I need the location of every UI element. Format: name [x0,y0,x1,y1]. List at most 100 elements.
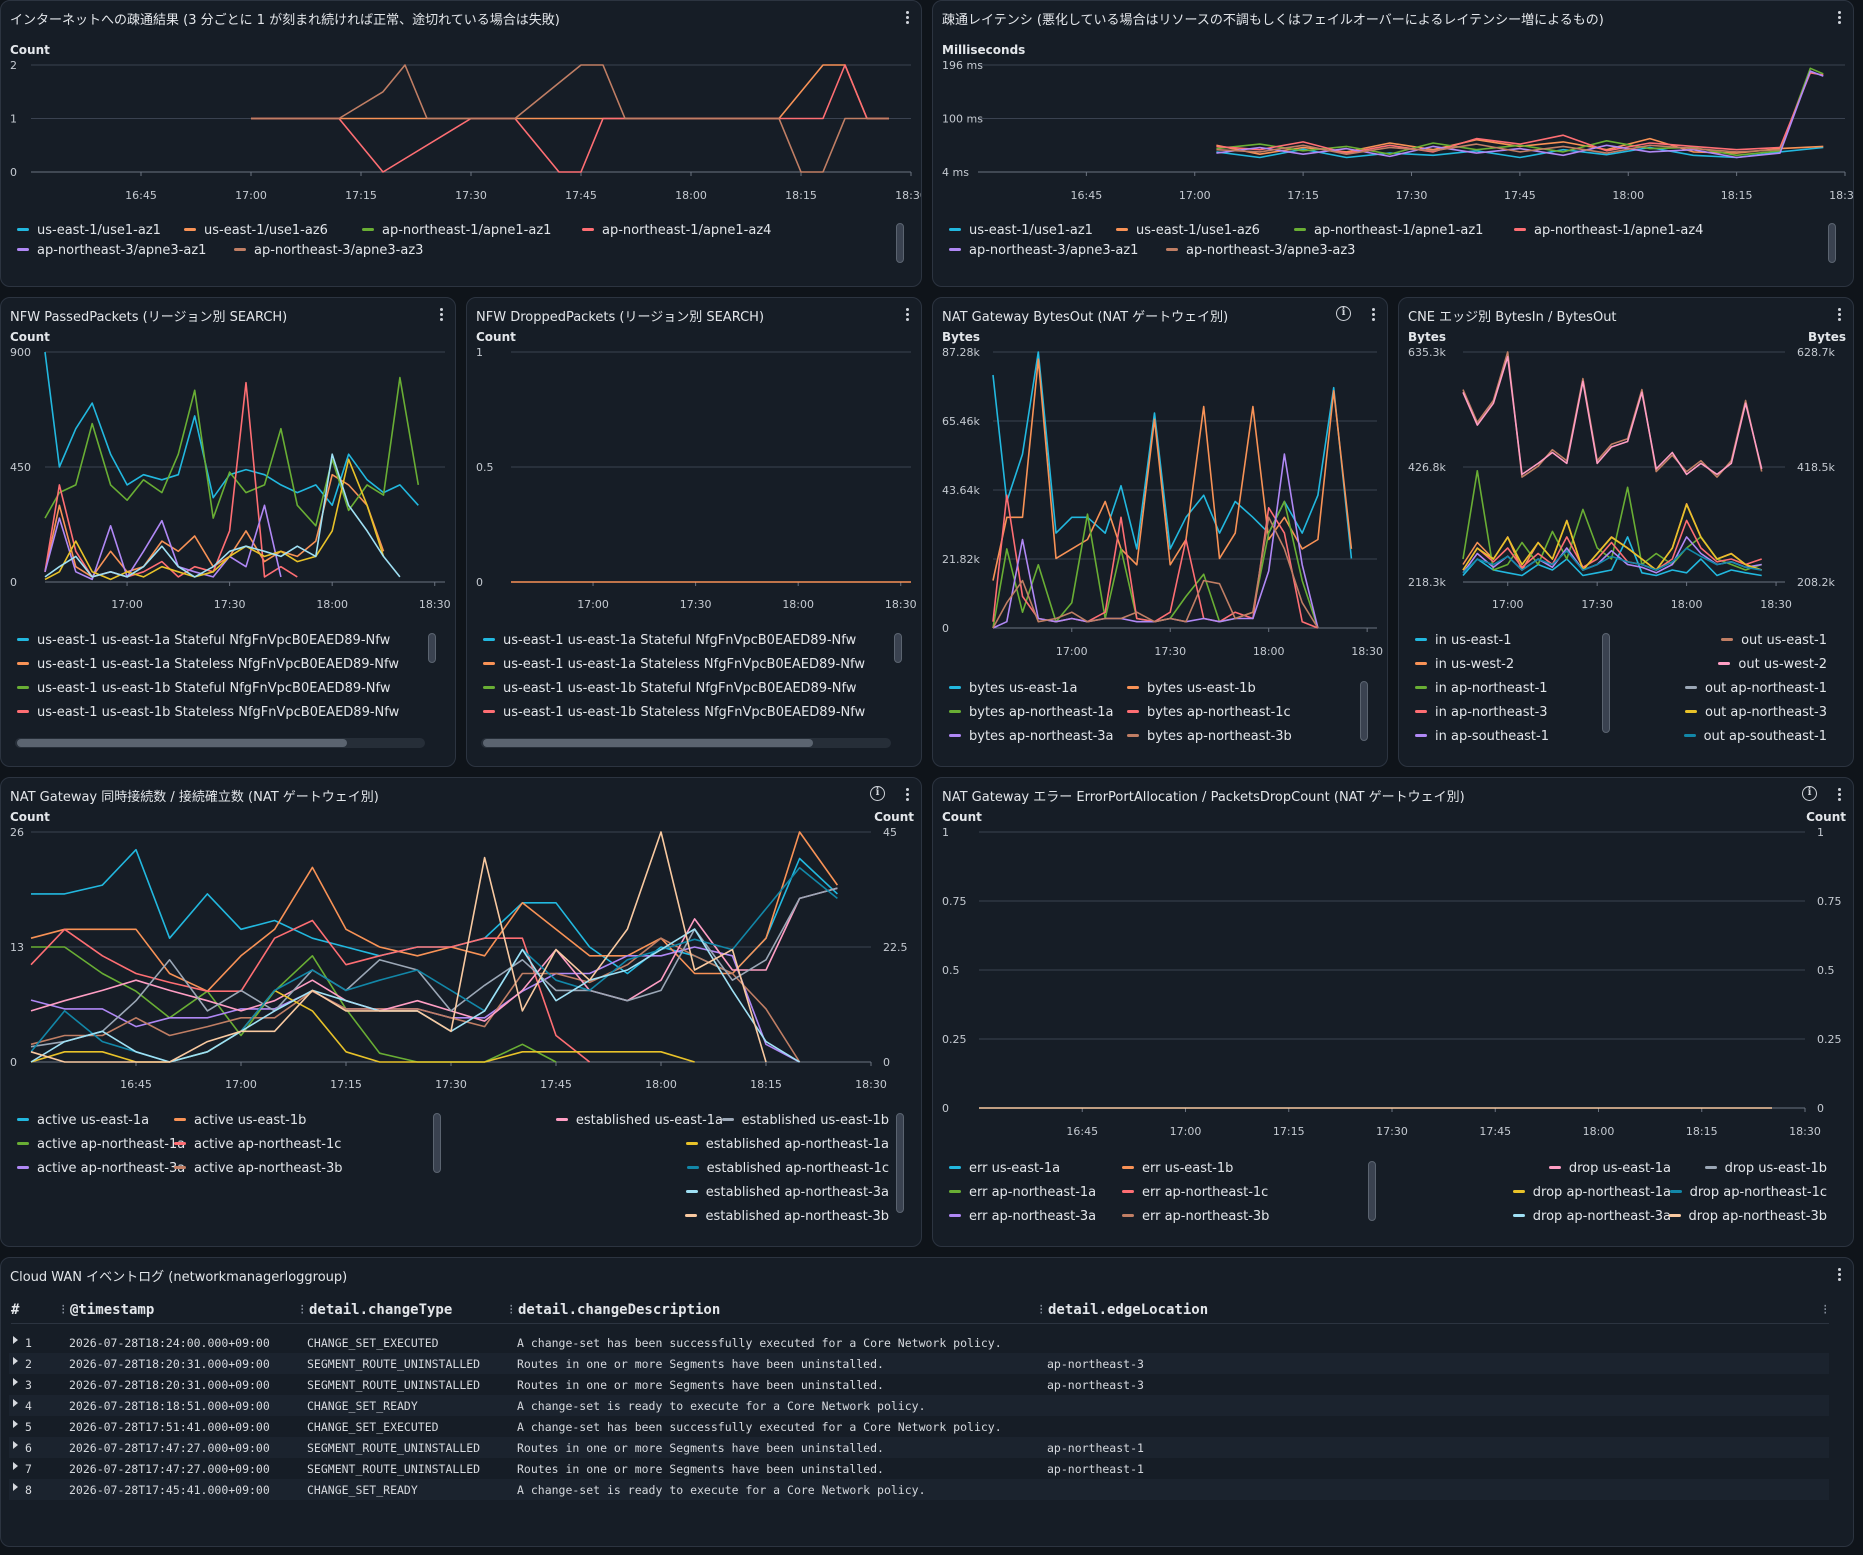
legend-item[interactable]: established ap-northeast-3a [685,1185,889,1200]
legend-item[interactable]: us-east-1 us-east-1a Stateful NfgFnVpcB0… [17,633,390,648]
legend-item[interactable]: established us-east-1a [555,1113,723,1128]
info-icon[interactable]: i [1336,306,1351,321]
table-row[interactable]: 6 2026-07-28T17:47:27.000+09:00 SEGMENT_RO… [9,1437,1829,1458]
widget-menu-button[interactable] [1365,306,1381,324]
legend-scrollbar[interactable] [428,633,436,663]
legend-item[interactable]: bytes ap-northeast-1c [1127,705,1291,720]
widget-menu-button[interactable] [1831,9,1847,27]
legend-item[interactable]: ap-northeast-3/apne3-az1 [949,243,1138,258]
legend-item[interactable]: in us-east-1 [1415,633,1511,648]
legend-item[interactable]: bytes us-east-1b [1127,681,1256,696]
legend-item[interactable]: bytes ap-northeast-1a [949,705,1114,720]
legend-item[interactable]: drop ap-northeast-3b [1668,1209,1827,1224]
legend-item[interactable]: us-east-1 us-east-1b Stateless NfgFnVpcB… [17,705,399,720]
expand-row-icon[interactable] [13,1483,18,1491]
table-row[interactable]: 4 2026-07-28T18:18:51.000+09:00 CHANGE_SET… [9,1395,1829,1416]
column-resize-handle[interactable]: ⁝ [1823,1302,1828,1318]
widget-menu-button[interactable] [1831,1266,1847,1284]
legend-scrollbar[interactable] [896,223,904,263]
legend-item[interactable]: us-east-1 us-east-1b Stateful NfgFnVpcB0… [17,681,391,696]
legend-item[interactable]: established ap-northeast-1a [685,1137,889,1152]
legend-item[interactable]: err ap-northeast-3b [1122,1209,1269,1224]
legend-item[interactable]: out ap-northeast-1 [1684,681,1827,696]
legend-item-partial[interactable] [483,729,503,733]
legend-item[interactable]: bytes ap-northeast-3a [949,729,1114,744]
legend-scrollbar-left[interactable] [433,1113,441,1173]
legend-item[interactable]: bytes us-east-1a [949,681,1077,696]
legend-item[interactable]: ap-northeast-3/apne3-az1 [17,243,206,258]
legend-item[interactable]: out us-east-1 [1721,633,1827,648]
legend-item[interactable]: us-east-1/use1-az6 [1116,223,1260,238]
table-row[interactable]: 1 2026-07-28T18:24:00.000+09:00 CHANGE_SET… [9,1332,1829,1353]
expand-row-icon[interactable] [13,1336,18,1344]
table-row[interactable]: 7 2026-07-28T17:47:27.000+09:00 SEGMENT_RO… [9,1458,1829,1479]
legend-scrollbar[interactable] [1602,633,1610,733]
table-row[interactable]: 3 2026-07-28T18:20:31.000+09:00 SEGMENT_RO… [9,1374,1829,1395]
legend-item[interactable]: ap-northeast-3/apne3-az3 [234,243,423,258]
legend-item[interactable]: out us-west-2 [1718,657,1827,672]
expand-row-icon[interactable] [13,1462,18,1470]
legend-item[interactable]: in ap-northeast-1 [1415,681,1548,696]
legend-item[interactable]: err ap-northeast-1c [1122,1185,1268,1200]
legend-item[interactable]: drop ap-northeast-3a [1512,1209,1671,1224]
expand-row-icon[interactable] [13,1420,18,1428]
legend-item[interactable]: us-east-1/use1-az6 [184,223,328,238]
column-header-edgelocation[interactable]: detail.edgeLocation [1048,1302,1209,1318]
legend-item[interactable]: active us-east-1a [17,1113,149,1128]
column-resize-handle[interactable]: ⁝ [1039,1302,1044,1318]
widget-menu-button[interactable] [899,306,915,324]
table-row[interactable]: 5 2026-07-28T17:51:41.000+09:00 CHANGE_SET… [9,1416,1829,1437]
expand-row-icon[interactable] [13,1441,18,1449]
legend-hscroll[interactable] [483,739,813,747]
legend-item[interactable]: ap-northeast-1/apne1-az4 [1514,223,1703,238]
legend-item[interactable]: err ap-northeast-1a [949,1185,1096,1200]
expand-row-icon[interactable] [13,1378,18,1386]
column-resize-handle[interactable]: ⁝ [509,1302,514,1318]
column-resize-handle[interactable]: ⁝ [300,1302,305,1318]
legend-item[interactable]: err us-east-1a [949,1161,1060,1176]
widget-menu-button[interactable] [433,306,449,324]
info-icon[interactable]: i [1802,786,1817,801]
column-resize-handle[interactable]: ⁝ [61,1302,66,1318]
legend-item[interactable]: us-east-1 us-east-1a Stateless NfgFnVpcB… [17,657,399,672]
legend-item[interactable]: in ap-southeast-1 [1415,729,1549,744]
expand-row-icon[interactable] [13,1357,18,1365]
legend-item[interactable]: established ap-northeast-3b [685,1209,889,1224]
legend-item[interactable]: us-east-1 us-east-1a Stateful NfgFnVpcB0… [483,633,856,648]
legend-item[interactable]: ap-northeast-1/apne1-az1 [1294,223,1483,238]
table-row[interactable]: 2 2026-07-28T18:20:31.000+09:00 SEGMENT_RO… [9,1353,1829,1374]
legend-item[interactable]: drop us-east-1b [1704,1161,1827,1176]
table-row[interactable]: 8 2026-07-28T17:45:41.000+09:00 CHANGE_SET… [9,1479,1829,1500]
legend-item[interactable]: ap-northeast-1/apne1-az1 [362,223,551,238]
legend-item[interactable]: us-east-1 us-east-1b Stateless NfgFnVpcB… [483,705,865,720]
legend-item[interactable]: us-east-1 us-east-1a Stateless NfgFnVpcB… [483,657,865,672]
legend-item[interactable]: active ap-northeast-3b [174,1161,342,1176]
legend-scrollbar[interactable] [1360,681,1368,741]
legend-item[interactable]: out ap-northeast-3 [1684,705,1827,720]
legend-item[interactable]: in us-west-2 [1415,657,1514,672]
widget-menu-button[interactable] [899,9,915,27]
legend-item[interactable]: established ap-northeast-1c [686,1161,889,1176]
legend-item[interactable]: drop ap-northeast-1a [1512,1185,1671,1200]
legend-scrollbar[interactable] [894,633,902,663]
legend-item[interactable]: us-east-1 us-east-1b Stateful NfgFnVpcB0… [483,681,857,696]
widget-menu-button[interactable] [1831,306,1847,324]
legend-item[interactable]: err ap-northeast-3a [949,1209,1096,1224]
legend-scrollbar[interactable] [1828,223,1836,263]
column-header-timestamp[interactable]: @timestamp [70,1302,155,1318]
column-header-changedescription[interactable]: detail.changeDescription [518,1302,721,1318]
legend-item[interactable]: err us-east-1b [1122,1161,1233,1176]
legend-item[interactable]: active ap-northeast-1a [17,1137,185,1152]
legend-scrollbar[interactable] [1368,1161,1376,1221]
legend-item[interactable]: active ap-northeast-3a [17,1161,185,1176]
column-header-changetype[interactable]: detail.changeType [309,1302,453,1318]
legend-item[interactable]: established us-east-1b [721,1113,889,1128]
expand-row-icon[interactable] [13,1399,18,1407]
legend-item[interactable]: ap-northeast-1/apne1-az4 [582,223,771,238]
legend-item[interactable]: ap-northeast-3/apne3-az3 [1166,243,1355,258]
legend-scrollbar-right[interactable] [896,1113,904,1213]
legend-item[interactable]: bytes ap-northeast-3b [1127,729,1292,744]
legend-item[interactable]: out ap-southeast-1 [1683,729,1827,744]
widget-menu-button[interactable] [899,786,915,804]
legend-item[interactable]: us-east-1/use1-az1 [949,223,1093,238]
